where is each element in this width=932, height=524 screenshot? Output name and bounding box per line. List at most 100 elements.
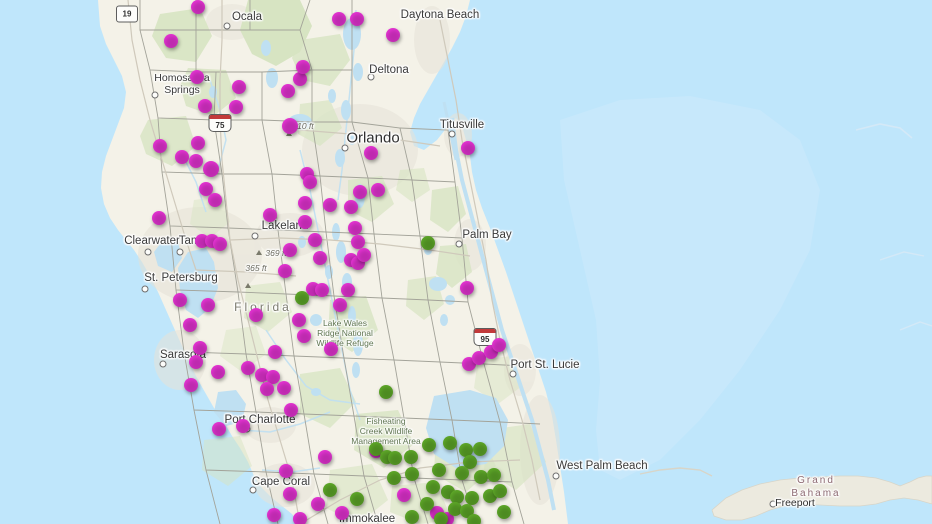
map-marker-magenta[interactable] [297, 329, 311, 343]
map-marker-green[interactable] [487, 468, 501, 482]
map-marker-magenta[interactable] [190, 70, 204, 84]
map-marker-magenta[interactable] [277, 381, 291, 395]
route-shield-us19[interactable]: 19 [116, 5, 138, 23]
map-marker-magenta[interactable] [267, 508, 281, 522]
map-marker-magenta[interactable] [353, 185, 367, 199]
map-marker-magenta[interactable] [249, 308, 263, 322]
map-marker-magenta[interactable] [284, 403, 298, 417]
map-marker-magenta[interactable] [292, 313, 306, 327]
map-marker-magenta[interactable] [324, 342, 338, 356]
map-marker-magenta[interactable] [193, 341, 207, 355]
map-marker-magenta[interactable] [198, 99, 212, 113]
map-marker-magenta[interactable] [203, 161, 219, 177]
map-marker-magenta[interactable] [311, 497, 325, 511]
map-marker-magenta[interactable] [371, 183, 385, 197]
map-marker-green[interactable] [443, 436, 457, 450]
map-marker-magenta[interactable] [460, 281, 474, 295]
map-marker-magenta[interactable] [278, 264, 292, 278]
map-marker-magenta[interactable] [201, 298, 215, 312]
map-marker-green[interactable] [459, 443, 473, 457]
map-marker-green[interactable] [404, 450, 418, 464]
map-marker-green[interactable] [369, 442, 383, 456]
map-marker-magenta[interactable] [333, 298, 347, 312]
map-marker-green[interactable] [493, 484, 507, 498]
map-marker-magenta[interactable] [191, 0, 205, 14]
map-marker-magenta[interactable] [191, 136, 205, 150]
map-marker-magenta[interactable] [350, 12, 364, 26]
map-marker-magenta[interactable] [341, 283, 355, 297]
map-marker-magenta[interactable] [263, 208, 277, 222]
map-marker-magenta[interactable] [153, 139, 167, 153]
map-marker-magenta[interactable] [183, 318, 197, 332]
map-marker-magenta[interactable] [232, 80, 246, 94]
map-marker-magenta[interactable] [318, 450, 332, 464]
map-marker-magenta[interactable] [348, 221, 362, 235]
map-marker-magenta[interactable] [335, 506, 349, 520]
map-marker-green[interactable] [497, 505, 511, 519]
map-marker-green[interactable] [350, 492, 364, 506]
map-marker-green[interactable] [379, 385, 393, 399]
map-marker-green[interactable] [295, 291, 309, 305]
map-marker-magenta[interactable] [323, 198, 337, 212]
map-marker-green[interactable] [448, 502, 462, 516]
map-marker-green[interactable] [422, 438, 436, 452]
map-marker-green[interactable] [450, 490, 464, 504]
map-marker-magenta[interactable] [268, 345, 282, 359]
map-marker-magenta[interactable] [211, 365, 225, 379]
map-marker-green[interactable] [387, 471, 401, 485]
map-marker-green[interactable] [467, 514, 481, 524]
map-marker-magenta[interactable] [357, 248, 371, 262]
map-marker-magenta[interactable] [461, 141, 475, 155]
map-marker-green[interactable] [463, 455, 477, 469]
map-marker-green[interactable] [434, 512, 448, 524]
map-marker-magenta[interactable] [282, 118, 298, 134]
map-marker-magenta[interactable] [332, 12, 346, 26]
map-marker-magenta[interactable] [212, 422, 226, 436]
map-marker-magenta[interactable] [229, 100, 243, 114]
map-marker-magenta[interactable] [308, 233, 322, 247]
map-marker-green[interactable] [426, 480, 440, 494]
map-marker-magenta[interactable] [199, 182, 213, 196]
map-marker-magenta[interactable] [492, 338, 506, 352]
map-marker-magenta[interactable] [184, 378, 198, 392]
route-shield-i95[interactable]: 95 [473, 328, 497, 346]
map-marker-magenta[interactable] [164, 34, 178, 48]
map-marker-green[interactable] [432, 463, 446, 477]
map-marker-magenta[interactable] [397, 488, 411, 502]
map-marker-magenta[interactable] [266, 370, 280, 384]
map-marker-green[interactable] [405, 467, 419, 481]
map-marker-magenta[interactable] [315, 283, 329, 297]
map-marker-magenta[interactable] [293, 512, 307, 524]
map-marker-magenta[interactable] [279, 464, 293, 478]
map-marker-magenta[interactable] [189, 154, 203, 168]
map-marker-magenta[interactable] [189, 355, 203, 369]
map-marker-green[interactable] [421, 236, 435, 250]
map-marker-green[interactable] [420, 497, 434, 511]
map-marker-magenta[interactable] [364, 146, 378, 160]
map-marker-magenta[interactable] [351, 235, 365, 249]
map-marker-green[interactable] [323, 483, 337, 497]
map-marker-green[interactable] [405, 510, 419, 524]
map-marker-magenta[interactable] [281, 84, 295, 98]
map-marker-magenta[interactable] [386, 28, 400, 42]
map-marker-magenta[interactable] [283, 487, 297, 501]
map-marker-green[interactable] [455, 466, 469, 480]
map-marker-magenta[interactable] [173, 293, 187, 307]
map-marker-magenta[interactable] [208, 193, 222, 207]
map-marker-magenta[interactable] [296, 60, 310, 74]
route-shield-i75[interactable]: 75 [208, 114, 232, 132]
map-marker-magenta[interactable] [472, 351, 486, 365]
map-marker-magenta[interactable] [344, 200, 358, 214]
map-marker-magenta[interactable] [313, 251, 327, 265]
map-marker-magenta[interactable] [241, 361, 255, 375]
map-marker-magenta[interactable] [175, 150, 189, 164]
map-marker-green[interactable] [474, 470, 488, 484]
map-marker-magenta[interactable] [236, 419, 250, 433]
map-marker-magenta[interactable] [213, 237, 227, 251]
map-marker-magenta[interactable] [298, 215, 312, 229]
map-marker-magenta[interactable] [152, 211, 166, 225]
map-marker-magenta[interactable] [298, 196, 312, 210]
map-marker-green[interactable] [473, 442, 487, 456]
map-marker-magenta[interactable] [260, 382, 274, 396]
